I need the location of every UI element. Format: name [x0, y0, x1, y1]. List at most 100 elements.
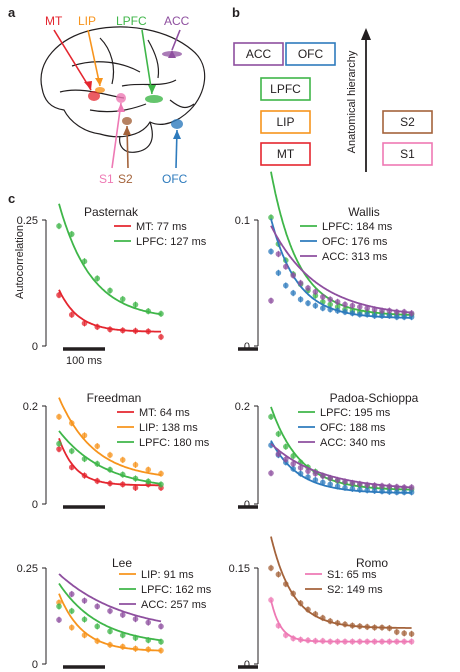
data-point	[283, 443, 289, 450]
hierarchy-box-acc: ACC	[233, 42, 284, 66]
data-point	[68, 231, 75, 237]
data-point	[107, 466, 113, 473]
data-point	[268, 442, 274, 449]
data-point	[394, 314, 400, 320]
data-point	[305, 285, 311, 291]
data-point	[158, 623, 164, 630]
data-point	[268, 248, 274, 255]
data-point	[342, 638, 348, 645]
data-point	[290, 453, 297, 459]
data-point	[371, 638, 378, 645]
data-point	[283, 581, 289, 587]
hierarchy-box-lpfc: LPFC	[260, 77, 311, 101]
data-point	[312, 470, 319, 477]
data-point	[379, 624, 385, 631]
data-point	[283, 263, 289, 270]
data-point	[132, 635, 139, 641]
data-point	[145, 466, 152, 473]
area-lip	[95, 87, 105, 93]
y-tick-label: 0.1	[235, 215, 250, 227]
subplot-wallis: 0 0.1 Wallis LPFC: 184 ms OFC: 176 ms ACC: 31…	[235, 171, 415, 353]
svg-text:MT: MT	[277, 147, 295, 161]
data-point	[107, 326, 113, 333]
subplot-lee: 0 0.25 Lee LIP: 91 ms LPFC: 162 ms ACC: 257 m…	[17, 556, 212, 671]
data-point	[107, 480, 113, 487]
data-point	[297, 464, 304, 471]
data-point	[81, 432, 88, 439]
legend-label: LIP: 91 ms	[141, 569, 194, 581]
data-point	[119, 457, 126, 463]
data-point	[394, 638, 400, 645]
s1-arrow	[111, 102, 122, 169]
fit-curve	[58, 203, 162, 316]
data-point	[94, 324, 101, 330]
data-point	[268, 297, 274, 304]
hierarchy-box-ofc: OFC	[285, 42, 336, 66]
legend-label: MT: 77 ms	[136, 221, 187, 233]
subplot-title: Romo	[356, 556, 388, 570]
data-point	[297, 600, 304, 606]
data-point	[56, 223, 62, 229]
series-acc	[268, 225, 415, 317]
data-point	[320, 615, 326, 621]
hierarchy-box-lip: LIP	[260, 110, 311, 134]
data-point	[349, 638, 356, 645]
y-tick-label: 0	[244, 341, 250, 353]
data-point	[401, 638, 408, 645]
series-lip	[56, 593, 164, 654]
data-point	[297, 280, 304, 286]
y-tick-label: 0	[32, 659, 38, 671]
panel-c: 0 0.25 Pasternak MT: 77 ms LPFC: 127 ms 100 m…	[17, 171, 419, 671]
data-point	[275, 622, 282, 629]
legend-label: LPFC: 195 ms	[320, 407, 391, 419]
macaque-brain-icon	[40, 26, 206, 153]
series-s1	[268, 596, 415, 645]
subplot-freedman: 0 0.2 Freedman MT: 64 ms LIP: 138 ms LPFC: 18…	[23, 391, 210, 511]
data-point	[379, 638, 385, 645]
hierarchy-box-mt: MT	[260, 142, 311, 166]
data-point	[56, 617, 62, 623]
data-point	[386, 307, 393, 314]
label-s1: S1	[99, 172, 114, 186]
legend-label: LPFC: 127 ms	[136, 236, 207, 248]
data-point	[327, 475, 334, 481]
data-point	[68, 591, 75, 597]
data-point	[56, 599, 62, 606]
scale-bar-label: 100 ms	[66, 355, 103, 367]
y-tick-label: 0	[244, 499, 250, 511]
data-point	[132, 328, 139, 334]
data-point	[81, 456, 88, 462]
data-point	[275, 451, 282, 457]
data-point	[94, 623, 101, 630]
data-point	[107, 628, 113, 635]
series-lpfc	[56, 430, 164, 488]
data-point	[268, 565, 274, 571]
data-point	[94, 461, 101, 467]
data-point	[132, 475, 139, 482]
data-point	[364, 624, 371, 630]
data-point	[371, 482, 378, 489]
svg-text:OFC: OFC	[298, 47, 324, 61]
data-point	[371, 312, 378, 319]
data-point	[342, 301, 348, 308]
label-lpfc: LPFC	[116, 14, 147, 28]
data-point	[379, 312, 385, 319]
subplot-pasternak: 0 0.25 Pasternak MT: 77 ms LPFC: 127 ms 100 m…	[17, 203, 207, 367]
legend-label: S2: 149 ms	[327, 584, 383, 596]
data-point	[283, 456, 289, 463]
fit-curve	[270, 218, 412, 319]
data-point	[290, 461, 297, 467]
data-point	[327, 296, 334, 303]
legend-label: MT: 64 ms	[139, 407, 190, 419]
legend-label: LPFC: 184 ms	[322, 221, 393, 233]
data-point	[94, 478, 101, 484]
data-point	[305, 300, 311, 306]
data-point	[357, 481, 363, 487]
data-point	[132, 485, 139, 491]
panel-a-letter: a	[8, 5, 16, 20]
data-point	[408, 484, 415, 491]
data-point	[81, 632, 88, 638]
data-point	[145, 308, 152, 315]
data-point	[119, 632, 126, 638]
